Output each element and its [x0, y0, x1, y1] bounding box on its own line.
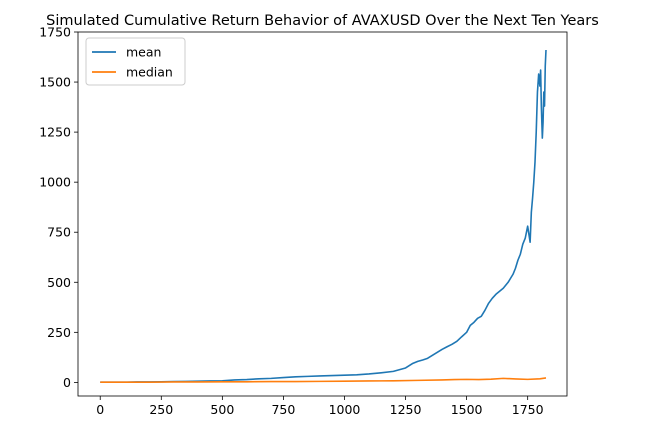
- legend-label-mean: mean: [126, 45, 161, 60]
- y-axis: 0 250 500 750 1000 1250 1500 1750: [39, 25, 78, 390]
- y-tick-label: 0: [63, 375, 71, 390]
- x-tick-label: 1500: [451, 402, 483, 417]
- plot-frame: [77, 31, 568, 397]
- x-tick-label: 1250: [390, 402, 422, 417]
- x-tick-label: 500: [210, 402, 234, 417]
- y-tick-label: 1750: [39, 25, 71, 40]
- legend-box: [85, 37, 186, 86]
- x-tick-label: 250: [149, 402, 173, 417]
- y-tick-label: 500: [47, 275, 71, 290]
- legend: mean median: [85, 37, 186, 86]
- y-tick-label: 250: [47, 325, 71, 340]
- y-tick-label: 1000: [39, 175, 71, 190]
- x-axis: 0 250 500 750 1000 1250 1500 1750: [96, 396, 544, 417]
- y-tick-label: 750: [47, 225, 71, 240]
- series-line-mean: [100, 49, 547, 383]
- x-tick-label: 1000: [329, 402, 361, 417]
- series-line-median: [100, 377, 547, 383]
- legend-label-median: median: [126, 65, 173, 80]
- x-tick-label: 750: [271, 402, 295, 417]
- y-tick-label: 1250: [39, 125, 71, 140]
- plot-series: [100, 49, 547, 383]
- chart-title: Simulated Cumulative Return Behavior of …: [46, 13, 599, 29]
- x-tick-label: 1750: [512, 402, 544, 417]
- y-tick-label: 1500: [39, 75, 71, 90]
- x-tick-label: 0: [96, 402, 104, 417]
